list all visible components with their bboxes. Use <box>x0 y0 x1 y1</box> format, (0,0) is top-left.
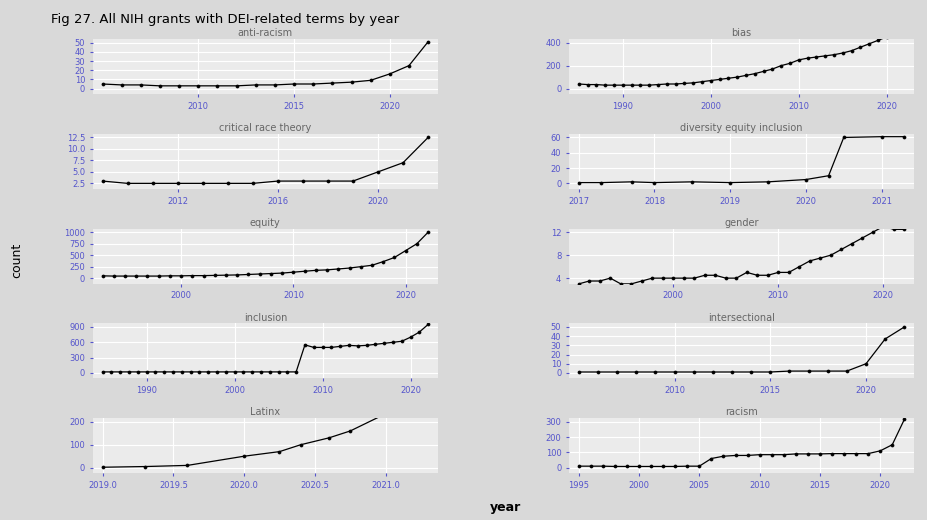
Text: Fig 27. All NIH grants with DEI-related terms by year: Fig 27. All NIH grants with DEI-related … <box>51 13 399 26</box>
Title: Latinx: Latinx <box>250 407 280 418</box>
Title: racism: racism <box>724 407 757 418</box>
Title: gender: gender <box>723 218 758 228</box>
Text: year: year <box>489 501 521 514</box>
Text: count: count <box>10 242 23 278</box>
Title: inclusion: inclusion <box>244 313 286 322</box>
Title: bias: bias <box>730 28 751 38</box>
Title: equity: equity <box>249 218 280 228</box>
Title: intersectional: intersectional <box>707 313 774 322</box>
Title: critical race theory: critical race theory <box>219 123 311 133</box>
Title: diversity equity inclusion: diversity equity inclusion <box>679 123 802 133</box>
Title: anti-racism: anti-racism <box>237 28 293 38</box>
